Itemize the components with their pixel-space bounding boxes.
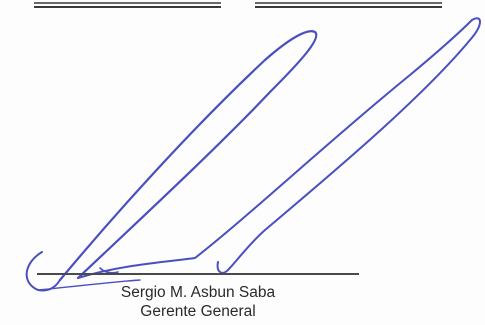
top-rule-right (255, 2, 442, 9)
signature-line (37, 273, 359, 275)
signer-name: Sergio M. Asbun Saba (120, 284, 276, 301)
signer-title: Gerente General (140, 303, 256, 320)
top-rule-left (34, 2, 221, 9)
